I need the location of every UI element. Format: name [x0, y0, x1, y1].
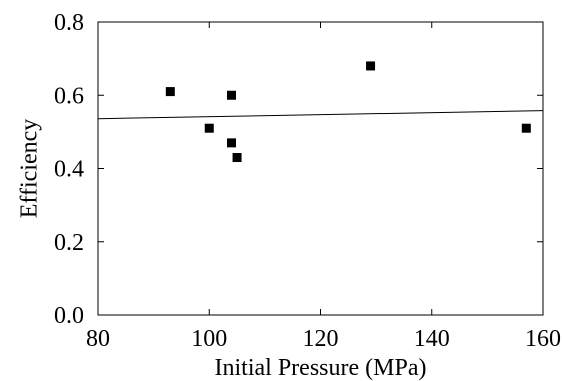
trend-line-layer [97, 110, 544, 120]
x-axis: 80 100 120 140 160 [86, 22, 561, 352]
data-point [227, 138, 236, 148]
x-tick-label: 100 [191, 326, 227, 352]
x-tick-label: 160 [525, 326, 561, 352]
data-point [366, 61, 376, 71]
plot-frame [97, 21, 544, 316]
x-tick-label: 140 [414, 326, 450, 352]
y-tick-label: 0.2 [54, 230, 84, 256]
y-axis: 0.0 0.2 0.4 0.6 0.8 [54, 10, 543, 329]
y-tick-label: 0.6 [54, 83, 84, 109]
data-point [204, 123, 214, 133]
x-tick-label: 80 [86, 326, 110, 352]
y-axis-title: Efficiency [16, 119, 42, 219]
y-tick-label: 0.0 [54, 303, 84, 329]
y-tick-label: 0.4 [54, 157, 84, 183]
x-tick-label: 120 [303, 326, 339, 352]
data-point [227, 90, 236, 100]
data-points-layer [165, 61, 531, 163]
data-point [165, 87, 175, 97]
plot-border [97, 21, 544, 316]
data-point [232, 153, 242, 163]
y-tick-label: 0.8 [54, 10, 84, 36]
x-axis-title: Initial Pressure (MPa) [215, 355, 427, 381]
data-point [521, 123, 531, 133]
trend-line [97, 110, 544, 120]
